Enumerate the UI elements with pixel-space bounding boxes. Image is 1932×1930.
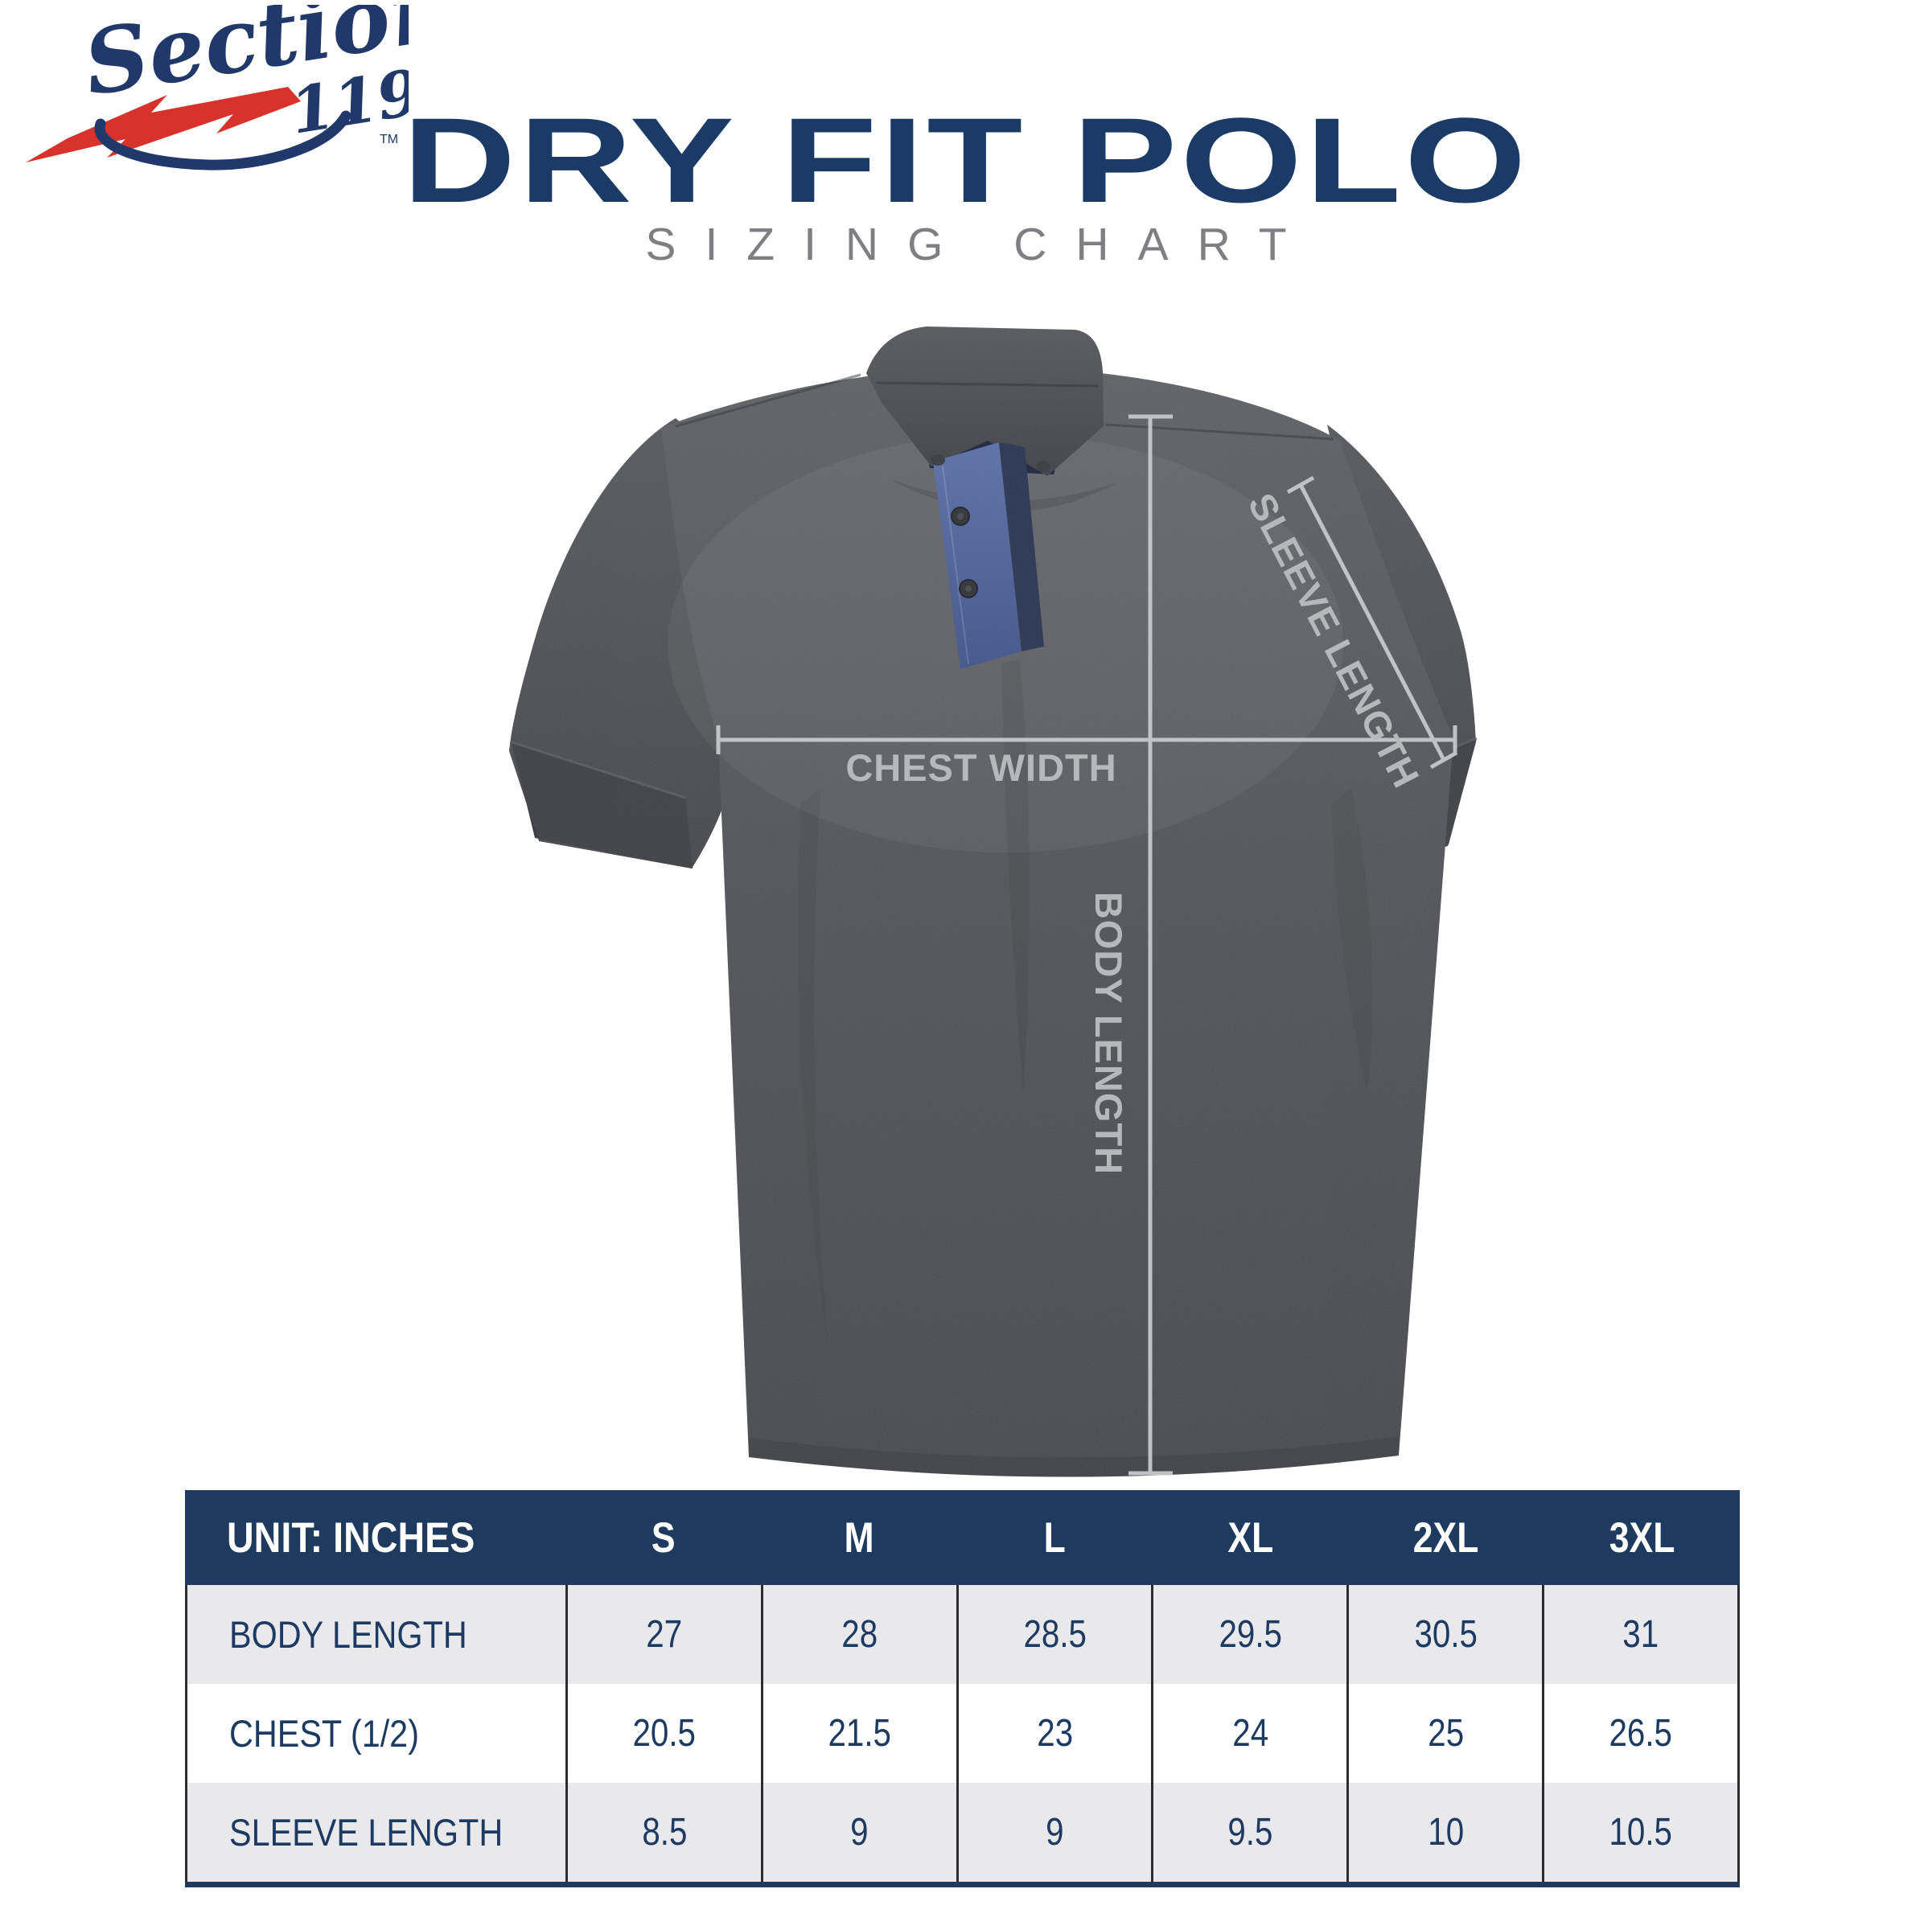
- value-cell: 27: [565, 1585, 761, 1684]
- table-row-sleeve-length: SLEEVE LENGTH 8.5 9 9 9.5 10 10.5: [185, 1783, 1740, 1882]
- row-label: SLEEVE LENGTH: [229, 1811, 504, 1854]
- value-cell: 25: [1346, 1684, 1542, 1783]
- chest-width-label: CHEST WIDTH: [845, 746, 1116, 789]
- row-label: CHEST (1/2): [229, 1712, 419, 1755]
- brand-logo-art: Section 119 TM: [26, 0, 461, 170]
- value-cell: 26.5: [1542, 1684, 1737, 1783]
- value-cell: 9: [956, 1783, 1152, 1882]
- fabric-texture: [509, 326, 1476, 1477]
- value-cell: 10.5: [1542, 1783, 1737, 1882]
- value-cell: 9: [760, 1783, 956, 1882]
- value-cell: 24: [1151, 1684, 1346, 1783]
- size-header-2xl: 2XL: [1413, 1513, 1479, 1562]
- size-header-s: S: [651, 1513, 676, 1562]
- row-label: BODY LENGTH: [229, 1613, 467, 1656]
- value-cell: 20.5: [565, 1684, 761, 1783]
- size-header-l: L: [1043, 1513, 1066, 1562]
- logo-swash: [94, 110, 351, 170]
- size-table: UNIT: INCHES S M L XL 2XL 3XL BODY LENGT…: [185, 1490, 1740, 1887]
- brand-logo: Section 119 TM: [23, 0, 461, 178]
- value-cell: 10: [1346, 1783, 1542, 1882]
- value-cell: 9.5: [1151, 1783, 1346, 1882]
- logo-trademark: TM: [380, 133, 398, 146]
- value-cell: 28: [760, 1585, 956, 1684]
- page-title: DRY FIT POLO: [402, 92, 1530, 228]
- size-header-xl: XL: [1227, 1513, 1274, 1562]
- page-subtitle: SIZING CHART: [645, 219, 1316, 270]
- polo-diagram-art: 119: [509, 326, 1478, 1477]
- unit-header-cell: UNIT: INCHES: [227, 1513, 475, 1562]
- value-cell: 29.5: [1151, 1585, 1346, 1684]
- value-cell: 31: [1542, 1585, 1737, 1684]
- body-length-label: BODY LENGTH: [1087, 892, 1130, 1175]
- value-cell: 21.5: [760, 1684, 956, 1783]
- measurement-lines: [716, 414, 1458, 1476]
- value-cell: 8.5: [565, 1783, 761, 1882]
- table-row-body-length: BODY LENGTH 27 28 28.5 29.5 30.5 31: [185, 1585, 1740, 1684]
- value-cell: 23: [956, 1684, 1152, 1783]
- value-cell: 28.5: [956, 1585, 1152, 1684]
- size-header-m: M: [844, 1513, 874, 1562]
- size-table-header: UNIT: INCHES S M L XL 2XL 3XL: [185, 1490, 1740, 1585]
- lightning-bolt-icon: [26, 87, 301, 162]
- table-row-chest: CHEST (1/2) 20.5 21.5 23 24 25 26.5: [185, 1684, 1740, 1783]
- value-cell: 30.5: [1346, 1585, 1542, 1684]
- sleeve-length-line: [1298, 483, 1446, 762]
- size-table-body: BODY LENGTH 27 28 28.5 29.5 30.5 31 CHES…: [185, 1585, 1740, 1887]
- polo-diagram: 119: [483, 306, 1528, 1512]
- size-header-3xl: 3XL: [1609, 1513, 1675, 1562]
